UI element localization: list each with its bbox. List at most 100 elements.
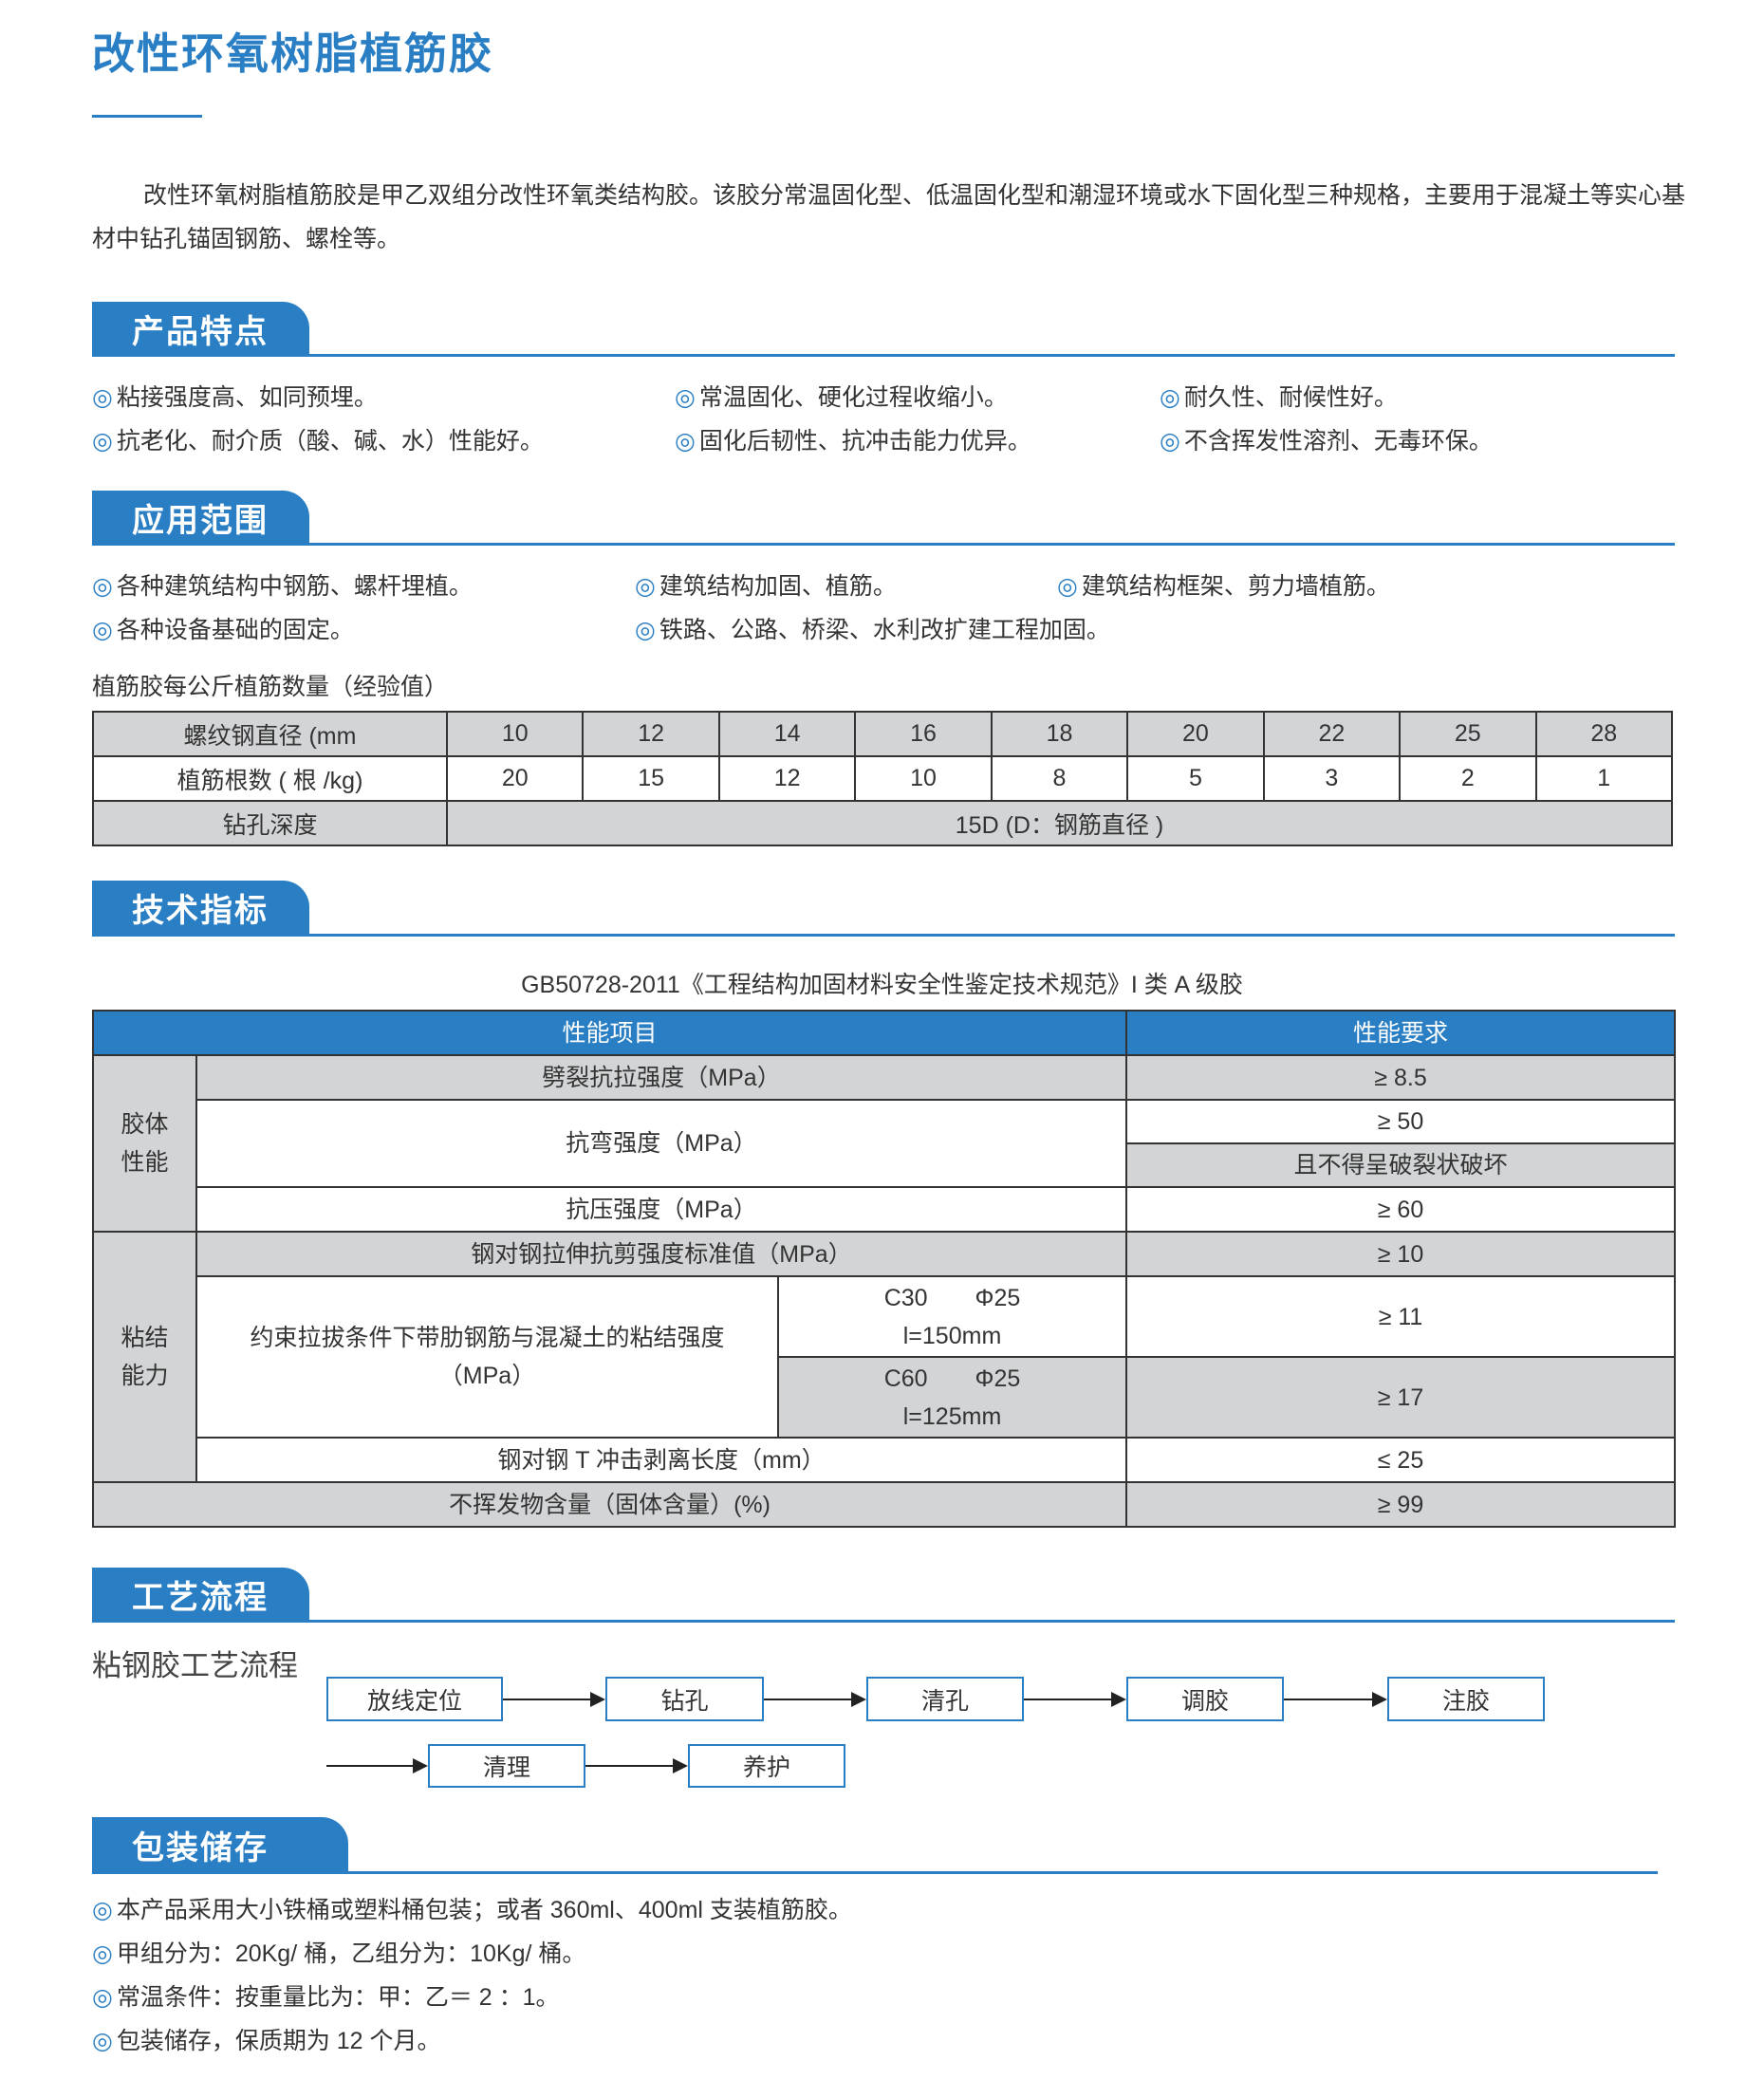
cell: 钢对钢 T 冲击剥离长度（mm） (195, 1437, 1128, 1483)
cell: ≥ 50 (1125, 1099, 1677, 1144)
table-row: 抗弯强度（MPa） ≥ 50 (93, 1099, 1677, 1188)
cell: 2 (1399, 755, 1537, 802)
process-step: 养护 (688, 1744, 845, 1788)
feature-item: ◎ 不含挥发性溶剂、无毒环保。 (1160, 428, 1493, 455)
feature-item: ◎ 粘接强度高、如同预埋。 (92, 384, 378, 411)
arrow-right-icon (1024, 1692, 1126, 1707)
bullet-icon: ◎ (1057, 573, 1078, 600)
section-heading-features: 产品特点 (92, 302, 309, 356)
bullet-icon: ◎ (92, 573, 113, 600)
rebar-table: 螺纹钢直径 (mm 10 12 14 16 18 20 22 25 28 植筋根数 ( 根 /k… (92, 711, 1673, 846)
bullet-icon: ◎ (635, 573, 656, 600)
cell: ≥ 99 (1125, 1481, 1677, 1528)
cell: 10 (854, 755, 993, 802)
cell: 劈裂抗拉强度（MPa） (195, 1054, 1128, 1101)
process-step: 注胶 (1387, 1677, 1545, 1721)
arrow-right-icon (326, 1758, 428, 1773)
packaging-item: ◎ 常温条件：按重量比为：甲：乙＝ 2 ：1。 (92, 1984, 560, 2011)
arrow-right-icon (764, 1692, 866, 1707)
cell: ≤ 25 (1125, 1437, 1677, 1483)
cell: 18 (990, 711, 1129, 757)
group-label: 胶体 性能 (92, 1054, 197, 1233)
cell: 16 (854, 711, 993, 757)
section-heading-specs: 技术指标 (92, 881, 309, 935)
cell: 20 (1126, 711, 1265, 757)
page-title: 改性环氧树脂植筋胶 (92, 29, 494, 78)
cell: 抗弯强度（MPa） (195, 1099, 1128, 1188)
cell: 28 (1534, 711, 1673, 757)
process-step: 放线定位 (326, 1677, 503, 1721)
arrow-right-icon (585, 1758, 688, 1773)
bullet-icon: ◎ (635, 617, 656, 643)
cell: C60 Φ25 l=125mm (776, 1356, 1128, 1439)
packaging-item: ◎ 包装储存，保质期为 12 个月。 (92, 2028, 441, 2054)
table-row: 钻孔深度 15D (D：钢筋直径 ) (92, 800, 1673, 846)
rebar-table-caption: 植筋胶每公斤植筋数量（经验值） (92, 674, 449, 700)
bullet-icon: ◎ (1160, 384, 1180, 411)
section-heading-applications: 应用范围 (92, 491, 309, 545)
bullet-icon: ◎ (92, 384, 113, 411)
cell: 3 (1262, 755, 1402, 802)
cell: ≥ 60 (1125, 1186, 1677, 1233)
cell: ≥ 10 (1125, 1231, 1677, 1277)
cell: 不挥发物含量（固体含量）(%) (91, 1481, 1128, 1528)
cell: 25 (1399, 711, 1537, 757)
specs-table: 性能项目 性能要求 胶体 性能 劈裂抗拉强度（MPa） ≥ 8.5 抗弯强度（M… (91, 1010, 1677, 1528)
cell: 12 (717, 755, 857, 802)
table-row: 约束拉拔条件下带肋钢筋与混凝土的粘结强度 （MPa） C30 Φ25 l=150… (93, 1275, 1677, 1439)
section-divider (92, 354, 1675, 357)
column-header: 性能要求 (1125, 1010, 1677, 1056)
section-heading-packaging: 包装储存 (92, 1817, 348, 1873)
section-divider (92, 1871, 1658, 1874)
cell: 且不得呈破裂状破坏 (1125, 1142, 1677, 1188)
application-item: ◎ 建筑结构框架、剪力墙植筋。 (1057, 573, 1390, 600)
application-item: ◎ 铁路、公路、桥梁、水利改扩建工程加固。 (635, 617, 1110, 643)
process-step: 清理 (428, 1744, 585, 1788)
table-row: 粘结 能力 钢对钢拉伸抗剪强度标准值（MPa） ≥ 10 (92, 1231, 1677, 1483)
feature-item: ◎ 耐久性、耐候性好。 (1160, 384, 1398, 411)
application-item: ◎ 各种设备基础的固定。 (92, 617, 354, 643)
cell: 15 (582, 755, 720, 802)
process-step: 钻孔 (605, 1677, 764, 1721)
title-underline (92, 115, 202, 118)
cell: 8 (990, 755, 1129, 802)
cell: 20 (445, 755, 585, 802)
cell: 抗压强度（MPa） (195, 1186, 1128, 1233)
feature-item: ◎ 抗老化、耐介质（酸、碱、水）性能好。 (92, 428, 544, 455)
table-row: 抗压强度（MPa） ≥ 60 (93, 1186, 1677, 1233)
row-label: 钻孔深度 (92, 800, 448, 846)
cell: 1 (1534, 755, 1673, 802)
section-divider (92, 1620, 1675, 1623)
table-header-row: 性能项目 性能要求 (91, 1010, 1677, 1056)
bullet-icon: ◎ (675, 428, 696, 455)
arrow-right-icon (503, 1692, 605, 1707)
intro-paragraph: 改性环氧树脂植筋胶是甲乙双组分改性环氧类结构胶。该胶分常温固化型、低温固化型和潮… (92, 182, 1686, 252)
group-label: 粘结 能力 (92, 1231, 197, 1483)
process-subtitle: 粘钢胶工艺流程 (92, 1649, 298, 1682)
bullet-icon: ◎ (92, 2028, 113, 2054)
table-row: 不挥发物含量（固体含量）(%) ≥ 99 (91, 1481, 1677, 1528)
bullet-icon: ◎ (675, 384, 696, 411)
process-step: 清孔 (866, 1677, 1024, 1721)
feature-item: ◎ 常温固化、硬化过程收缩小。 (675, 384, 1008, 411)
bullet-icon: ◎ (92, 428, 113, 455)
cell: 10 (445, 711, 585, 757)
bullet-icon: ◎ (92, 1897, 113, 1923)
application-item: ◎ 建筑结构加固、植筋。 (635, 573, 897, 600)
packaging-item: ◎ 本产品采用大小铁桶或塑料桶包装；或者 360ml、400ml 支装植筋胶。 (92, 1897, 852, 1923)
bullet-icon: ◎ (92, 1940, 113, 1967)
table-row: 钢对钢 T 冲击剥离长度（mm） ≤ 25 (93, 1437, 1677, 1483)
table-row: 胶体 性能 劈裂抗拉强度（MPa） ≥ 8.5 (92, 1054, 1677, 1233)
section-divider (92, 543, 1675, 546)
cell: 5 (1126, 755, 1265, 802)
application-item: ◎ 各种建筑结构中钢筋、螺杆埋植。 (92, 573, 473, 600)
cell: ≥ 11 (1125, 1275, 1677, 1358)
column-header: 性能项目 (91, 1010, 1128, 1056)
standard-caption: GB50728-2011《工程结构加固材料安全性鉴定技术规范》I 类 A 级胶 (521, 972, 1243, 998)
section-divider (92, 934, 1675, 937)
section-heading-process: 工艺流程 (92, 1568, 309, 1622)
cell: 钢对钢拉伸抗剪强度标准值（MPa） (195, 1231, 1128, 1277)
table-row: 植筋根数 ( 根 /kg) 20 15 12 10 8 5 3 2 1 (92, 755, 1673, 802)
cell: ≥ 17 (1125, 1356, 1677, 1439)
row-label: 螺纹钢直径 (mm (92, 711, 448, 757)
